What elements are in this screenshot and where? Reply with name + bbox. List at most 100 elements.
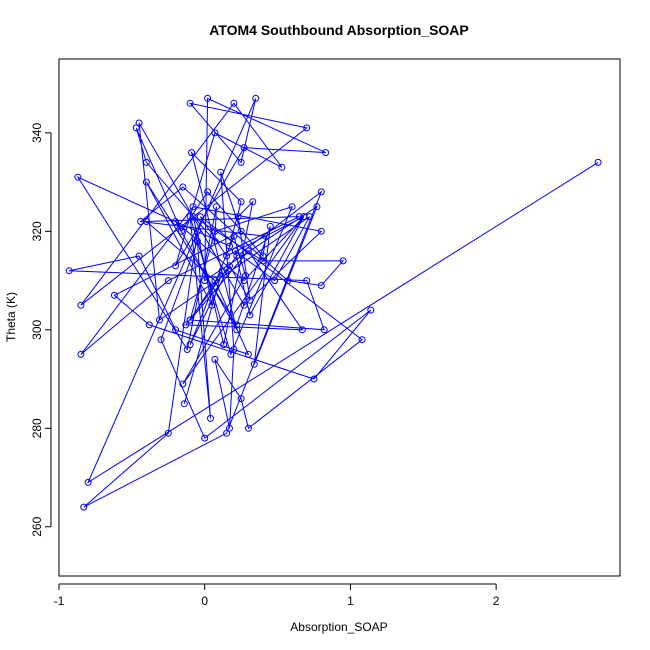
data-point-96: [77, 350, 85, 358]
data-point-99: [142, 218, 150, 225]
data-point-71: [259, 252, 267, 260]
data-point-50: [358, 336, 366, 344]
data-point-85: [240, 277, 248, 285]
x-tick-label-1: 0: [201, 594, 208, 608]
data-point-97: [164, 277, 172, 285]
data-point-22: [164, 429, 172, 437]
y-axis: 260 280 300 320 340: [30, 123, 52, 537]
chart-title: ATOM4 Southbound Absorption_SOAP: [209, 22, 469, 38]
data-point-68: [179, 183, 187, 191]
x-tick-label-3: 2: [493, 594, 500, 608]
data-point-81: [237, 198, 245, 206]
data-point-20: [208, 301, 216, 309]
data-point-11: [240, 144, 248, 152]
data-point-87: [246, 311, 254, 319]
data-point-91: [156, 316, 163, 324]
data-point-21: [193, 227, 201, 235]
data-point-44: [217, 168, 225, 176]
data-point-54: [179, 380, 187, 388]
series-layer: [65, 94, 602, 511]
data-point-75: [142, 158, 150, 166]
data-point-25: [317, 188, 325, 196]
data-point-51: [196, 213, 204, 221]
y-tick-label-1: 280: [30, 418, 44, 438]
y-axis-label: Theta (K): [4, 292, 18, 342]
data-point-89: [271, 277, 279, 285]
y-tick-label-4: 340: [30, 123, 44, 143]
data-point-95: [189, 203, 197, 211]
data-point-98: [295, 213, 303, 221]
data-point-80: [226, 242, 233, 250]
data-point-62: [220, 341, 228, 349]
data-point-107: [186, 316, 194, 324]
data-point-3: [237, 158, 245, 166]
data-point-72: [204, 188, 212, 196]
data-point-36: [193, 237, 201, 245]
data-point-43: [237, 227, 245, 235]
data-point-7: [230, 99, 238, 107]
data-point-94: [317, 227, 325, 235]
data-point-28: [298, 326, 306, 334]
data-point-26: [233, 252, 241, 260]
x-axis-label: Absorption_SOAP: [290, 620, 387, 634]
data-point-92: [135, 119, 143, 127]
data-point-34: [186, 213, 194, 221]
data-point-10: [172, 262, 180, 270]
data-point-61: [249, 198, 257, 206]
data-point-42: [110, 291, 118, 299]
data-point-37: [157, 336, 165, 344]
data-point-73: [177, 227, 185, 235]
data-point-23: [80, 503, 88, 511]
data-point-39: [367, 306, 375, 314]
data-point-45: [230, 346, 238, 353]
data-point-15: [313, 203, 321, 211]
data-point-12: [322, 149, 330, 157]
series-0: [65, 94, 602, 511]
data-point-41: [145, 321, 153, 329]
data-point-84: [172, 218, 180, 225]
data-point-102: [172, 326, 180, 334]
data-point-6: [77, 301, 85, 309]
data-point-100: [211, 277, 219, 285]
data-point-104: [65, 267, 73, 275]
data-point-55: [242, 272, 249, 280]
data-point-101: [244, 350, 252, 358]
data-point-82: [188, 149, 196, 157]
data-point-70: [262, 232, 270, 240]
y-tick-label-2: 300: [30, 319, 44, 339]
data-point-108: [218, 267, 226, 275]
data-point-27: [182, 321, 190, 329]
data-point-48: [237, 395, 245, 403]
data-point-64: [259, 257, 267, 265]
data-point-88: [231, 247, 239, 255]
data-point-47: [211, 355, 219, 363]
data-point-17: [266, 222, 274, 230]
data-point-8: [278, 163, 286, 171]
data-point-35: [207, 414, 214, 422]
data-point-65: [339, 257, 347, 265]
series-line-0: [69, 97, 599, 508]
data-point-83: [233, 326, 241, 334]
data-point-105: [303, 277, 311, 285]
x-axis: -1 0 1 2: [54, 583, 500, 608]
data-point-106: [320, 326, 328, 334]
data-point-67: [284, 277, 292, 285]
plot-frame: [58, 58, 621, 577]
data-point-109: [180, 400, 188, 408]
data-point-4: [186, 99, 194, 107]
y-tick-label-0: 260: [30, 516, 44, 536]
data-point-76: [211, 237, 219, 245]
data-point-103: [135, 252, 143, 260]
data-point-77: [212, 203, 220, 211]
data-point-2: [252, 94, 260, 102]
data-point-19: [142, 178, 150, 186]
data-point-5: [303, 124, 311, 132]
data-point-40: [310, 375, 318, 383]
data-point-78: [183, 346, 191, 353]
data-point-66: [317, 282, 325, 289]
data-point-32: [288, 203, 296, 211]
x-tick-label-0: -1: [54, 594, 65, 608]
data-point-52: [223, 252, 231, 260]
